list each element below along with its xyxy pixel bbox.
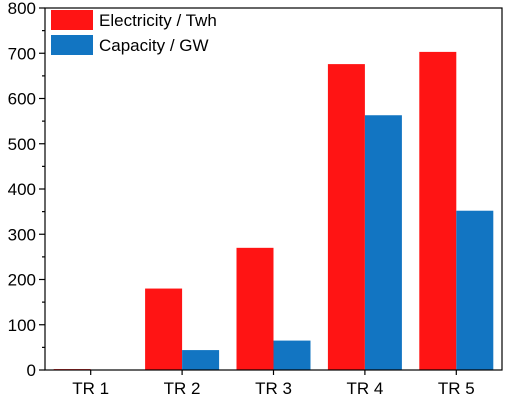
legend: Electricity / Twh Capacity / GW — [51, 10, 217, 55]
y-tick-label: 300 — [8, 225, 36, 244]
legend-swatch-electricity — [51, 10, 93, 30]
legend-swatch-capacity — [51, 35, 93, 55]
bar-electricity-tr5 — [419, 51, 457, 371]
bar-electricity-tr2 — [145, 288, 183, 370]
bar-capacity-tr2 — [182, 350, 220, 370]
bar-electricity-tr4 — [327, 64, 365, 371]
bars-layer — [53, 51, 494, 371]
y-tick-label: 800 — [8, 0, 36, 18]
x-tick-label: TR 5 — [438, 379, 475, 398]
y-tick-label: 100 — [8, 316, 36, 335]
y-tick-label: 500 — [8, 135, 36, 154]
x-tick-label: TR 3 — [255, 379, 292, 398]
bar-capacity-tr3 — [273, 340, 311, 370]
axes-layer: 0 100 200 300 400 500 600 700 800 TR 1 TR 2 TR 3 TR … — [8, 0, 503, 398]
y-tick-label: 400 — [8, 180, 36, 199]
y-tick-label: 0 — [27, 361, 36, 380]
y-tick-label: 200 — [8, 271, 36, 290]
x-tick-label: TR 2 — [164, 379, 201, 398]
legend-label-capacity: Capacity / GW — [99, 36, 209, 55]
bar-capacity-tr5 — [456, 210, 494, 370]
x-tick-label: TR 4 — [346, 379, 383, 398]
legend-label-electricity: Electricity / Twh — [99, 11, 217, 30]
y-tick-label: 700 — [8, 44, 36, 63]
y-tick-label: 600 — [8, 90, 36, 109]
x-tick-label: TR 1 — [72, 379, 109, 398]
bar-capacity-tr4 — [364, 115, 402, 371]
bar-electricity-tr3 — [236, 247, 274, 370]
